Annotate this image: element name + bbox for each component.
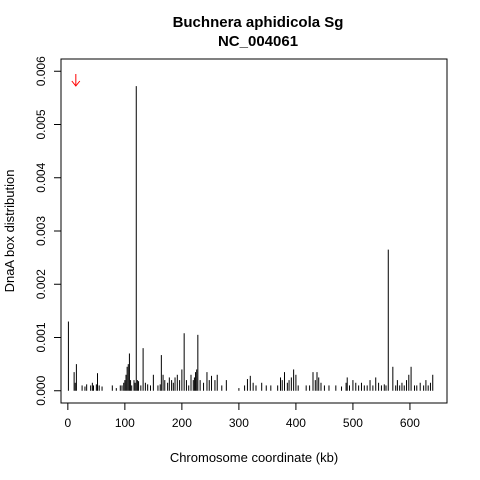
origin-marker [71,74,81,87]
chart-subtitle: NC_004061 [218,33,298,50]
y-tick-label: 0.003 [34,216,48,246]
x-tick-label: 600 [400,416,420,430]
arrow-head-icon [71,80,81,87]
y-tick-label: 0.000 [34,375,48,405]
y-tick-label: 0.005 [34,109,48,139]
x-tick-label: 200 [172,416,192,430]
y-tick-label: 0.002 [34,269,48,299]
y-tick-label: 0.001 [34,322,48,352]
x-tick-label: 100 [115,416,135,430]
x-tick-label: 500 [343,416,363,430]
chart-title: Buchnera aphidicola Sg [173,14,344,31]
x-axis-label: Chromosome coordinate (kb) [170,450,338,465]
y-tick-label: 0.004 [34,162,48,192]
x-tick-label: 300 [229,416,249,430]
plot-frame [60,58,448,404]
x-tick-label: 400 [286,416,306,430]
y-axis: 0.000 0.001 0.002 0.003 0.004 0.005 0.006 [34,56,62,406]
y-tick-label: 0.006 [34,56,48,86]
bar-series [67,86,434,391]
x-tick-label: 0 [64,416,71,430]
x-axis: 0 100 200 300 400 500 600 [64,402,420,430]
y-axis-label: DnaA box distribution [2,170,17,293]
